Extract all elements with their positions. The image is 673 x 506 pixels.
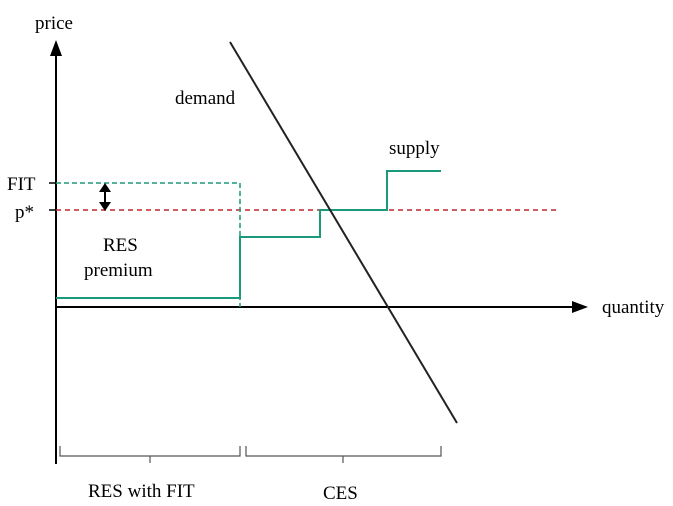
ces-label: CES xyxy=(323,483,358,501)
ces-bracket xyxy=(245,446,442,463)
y-axis-label: price xyxy=(35,13,73,34)
res-with-fit-bracket xyxy=(59,446,241,463)
res-premium-label-line1: RES xyxy=(103,235,138,256)
demand-curve xyxy=(229,41,458,424)
y-axis-arrow-icon xyxy=(50,40,62,56)
p-star-label: p* xyxy=(15,202,34,223)
demand-label: demand xyxy=(175,88,236,109)
x-axis-label: quantity xyxy=(602,297,665,318)
fit-label: FIT xyxy=(7,174,36,195)
arrow-up-icon xyxy=(99,183,111,192)
x-axis-arrow-icon xyxy=(572,301,588,313)
arrow-down-icon xyxy=(99,202,111,211)
fit-price-line xyxy=(56,182,241,307)
supply-label: supply xyxy=(389,138,440,159)
res-with-fit-label: RES with FIT xyxy=(88,481,195,501)
res-premium-label-line2: premium xyxy=(84,260,153,281)
supply-curve xyxy=(56,170,441,299)
